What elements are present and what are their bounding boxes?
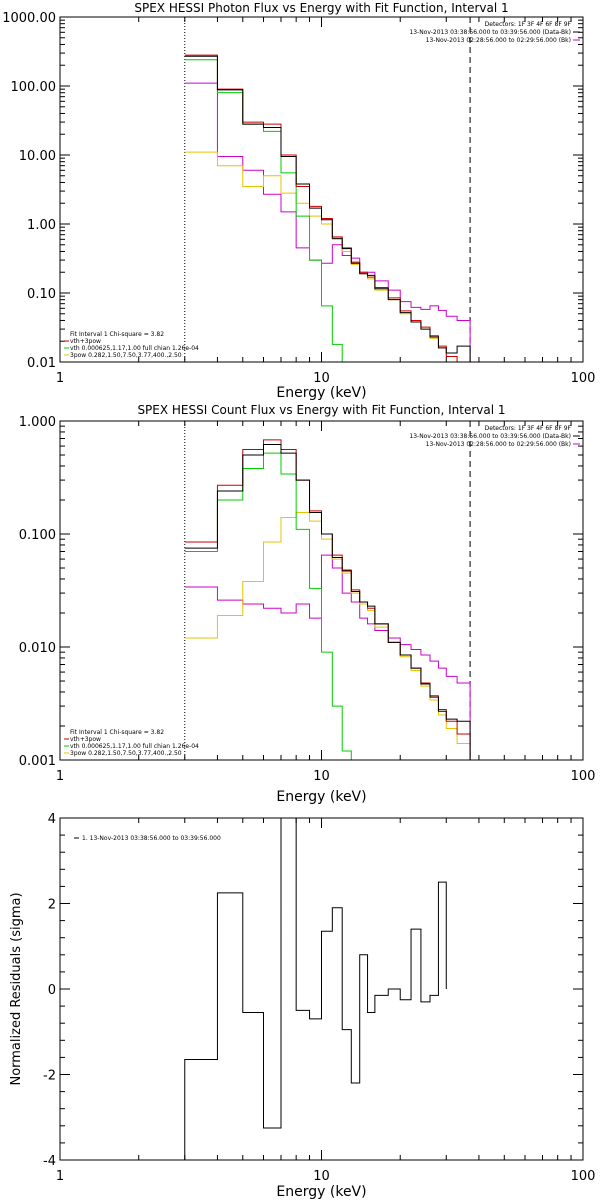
legend-entry: 3pow 0.282,1.50,7.50,3.77,400.,2.50 <box>70 750 182 757</box>
x-tick-label: 100 <box>571 1169 596 1184</box>
panel-3: 1 10 100 4 2 0 -2 -4 Energy (keV) Normalized Resi… <box>9 812 595 1200</box>
x-tick-label: 10 <box>313 371 330 386</box>
y-tick-label: -2 <box>43 1069 56 1084</box>
x-tick-label: 1 <box>56 1169 64 1184</box>
series-data <box>184 55 471 362</box>
panel-1: SPEX HESSI Photon Flux vs Energy with Fi… <box>2 1 595 401</box>
x-tick-label: 10 <box>313 769 330 784</box>
plot-frame <box>59 16 584 363</box>
y-tick-label: 10.00 <box>19 149 56 164</box>
x-tick-label: 1 <box>56 371 64 386</box>
x-tick-label: 1 <box>56 769 64 784</box>
x-tick-label: 10 <box>313 1169 330 1184</box>
info-line: 13-Nov-2013 03:38:56.000 to 03:39:56.000… <box>409 29 571 36</box>
series-bk <box>184 82 471 362</box>
series-data <box>184 818 447 1160</box>
y-tick-label: 1000.00 <box>2 11 56 26</box>
x-axis-label: Energy (keV) <box>276 1184 366 1200</box>
x-tick-label: 100 <box>571 371 596 386</box>
info-line: 13-Nov-2013 03:38:56.000 to 03:39:56.000… <box>409 433 571 440</box>
y-tick-label: 4 <box>48 812 56 827</box>
y-tick-label: 0.01 <box>27 356 56 371</box>
panel-2: SPEX HESSI Count Flux vs Energy with Fit… <box>19 403 596 805</box>
y-axis-label: Normalized Residuals (sigma) <box>9 892 24 1085</box>
info-line: Detectors: 1F 3F 4F 6F 8F 9F <box>485 21 572 28</box>
legend-entry: vth+3pow <box>70 338 101 345</box>
y-tick-label: 1.00 <box>27 218 56 233</box>
x-axis-label: Energy (keV) <box>276 789 366 805</box>
legend-entry: vth 0.000625,1.17,1.00 full chian 1.26e-… <box>70 345 199 352</box>
y-tick-label: 2 <box>48 898 56 913</box>
legend-entry: 1. 13-Nov-2013 03:38:56.000 to 03:39:56.… <box>82 835 221 842</box>
y-tick-label: 0 <box>48 983 56 998</box>
y-tick-label: 0.001 <box>19 754 56 769</box>
y-tick-label: 100.00 <box>11 80 57 95</box>
chart-title: SPEX HESSI Count Flux vs Energy with Fit… <box>137 403 505 417</box>
info-line: Detectors: 1F 3F 4F 6F 8F 9F <box>485 425 572 432</box>
y-tick-label: 0.100 <box>19 528 56 543</box>
series-vth <box>184 452 471 760</box>
legend-entry: Fit Interval 1 Chi-square = 3.82 <box>70 729 164 736</box>
legend-entry: vth 0.000625,1.17,1.00 full chian 1.26e-… <box>70 743 199 750</box>
series-data <box>184 443 471 760</box>
series-3pow <box>184 151 471 362</box>
legend-entry: 3pow 0.282,1.50,7.50,3.77,400.,2.50 <box>70 352 182 359</box>
y-tick-label: -4 <box>43 1154 56 1169</box>
legend-entry: vth+3pow <box>70 736 101 743</box>
series-vth <box>184 59 471 362</box>
y-tick-label: 0.10 <box>27 287 56 302</box>
y-tick-label: 0.010 <box>19 641 56 656</box>
x-axis-label: Energy (keV) <box>276 385 366 401</box>
series-3pow <box>184 511 471 744</box>
info-line: 13-Nov-2013 02:28:56.000 to 02:29:56.000… <box>426 37 571 44</box>
series-bk <box>184 554 471 760</box>
chart-title: SPEX HESSI Photon Flux vs Energy with Fi… <box>134 1 508 15</box>
legend-entry: Fit Interval 1 Chi-square = 3.82 <box>70 331 164 338</box>
x-tick-label: 100 <box>571 769 596 784</box>
series-total <box>184 54 471 362</box>
info-line: 13-Nov-2013 02:28:56.000 to 02:29:56.000… <box>426 441 571 448</box>
y-tick-label: 1.000 <box>19 415 56 430</box>
